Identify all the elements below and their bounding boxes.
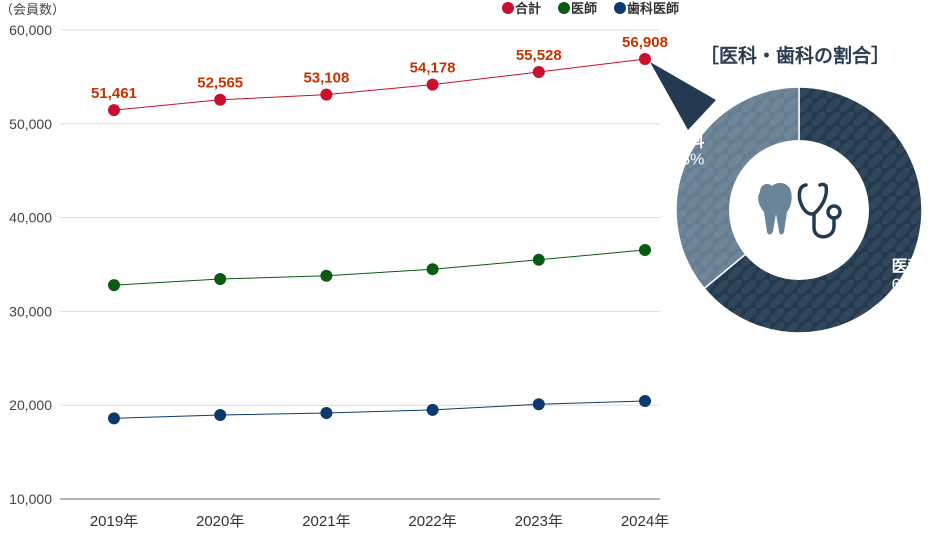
legend-marker	[502, 2, 514, 14]
series-line	[113, 58, 646, 111]
y-tick-label: 50,000	[9, 116, 52, 132]
legend-label: 合計	[515, 1, 541, 16]
y-axis: 10,000 20,000 30,000 40,000 50,000 60,000	[9, 22, 52, 507]
data-label: 56,908	[622, 34, 668, 51]
y-tick-label: 60,000	[9, 22, 52, 38]
x-tick-label: 2019年	[90, 513, 138, 530]
donut-hole	[729, 140, 869, 280]
slice-name: 医科	[892, 257, 924, 276]
data-point	[532, 253, 545, 266]
series-医師	[108, 243, 651, 292]
legend: 合計 医師 歯科医師	[502, 1, 679, 16]
callout-pointer	[650, 62, 716, 130]
x-tick-label: 2021年	[302, 513, 350, 530]
y-unit-label: （会員数）	[0, 2, 65, 17]
series-合計: 51,461 52,565 53,108 54,178 55,528 56,908	[91, 34, 668, 117]
data-point	[639, 394, 651, 407]
data-point	[214, 273, 227, 286]
grid	[60, 29, 660, 500]
legend-label: 歯科医師	[627, 1, 679, 16]
x-tick-label: 2023年	[515, 513, 563, 530]
data-label: 54,178	[410, 60, 456, 77]
data-point	[532, 65, 545, 78]
data-point	[108, 279, 120, 292]
legend-marker	[614, 2, 626, 14]
y-tick-label: 40,000	[9, 210, 52, 226]
data-label: 51,461	[91, 85, 137, 102]
legend-marker	[558, 2, 570, 14]
data-point	[214, 409, 227, 422]
x-tick-label: 2020年	[196, 513, 244, 530]
data-point	[532, 398, 545, 411]
x-tick-label: 2024年	[621, 513, 669, 530]
data-point	[320, 269, 333, 282]
x-tick-label: 2022年	[408, 513, 456, 530]
y-tick-label: 30,000	[9, 303, 52, 319]
data-point	[320, 88, 333, 101]
data-point	[639, 243, 651, 256]
legend-label: 医師	[571, 1, 597, 16]
data-point	[108, 412, 120, 425]
y-tick-label: 20,000	[9, 397, 52, 413]
stethoscope-icon	[797, 182, 842, 239]
slice-percent: 64%	[892, 277, 924, 294]
data-label: 53,108	[303, 70, 349, 87]
data-point	[426, 403, 439, 416]
series-line	[113, 249, 646, 286]
data-point	[639, 53, 651, 66]
data-point	[320, 406, 333, 419]
data-label: 55,528	[516, 47, 562, 64]
tooth-icon	[758, 183, 792, 235]
x-axis: 2019年 2020年 2021年 2022年 2023年 2024年	[90, 513, 669, 530]
data-label: 52,565	[197, 75, 243, 92]
series-line	[113, 400, 646, 419]
y-tick-label: 10,000	[9, 491, 52, 507]
data-point	[214, 93, 227, 106]
series-layer: 51,461 52,565 53,108 54,178 55,528 56,908	[91, 34, 668, 425]
slice-name: 歯科	[672, 131, 704, 150]
data-point	[426, 78, 439, 91]
series-歯科医師	[108, 394, 651, 425]
data-point	[108, 104, 120, 117]
data-point	[426, 263, 439, 276]
donut-title: ［医科・歯科の割合］	[700, 44, 890, 67]
slice-percent: 36%	[672, 151, 704, 168]
